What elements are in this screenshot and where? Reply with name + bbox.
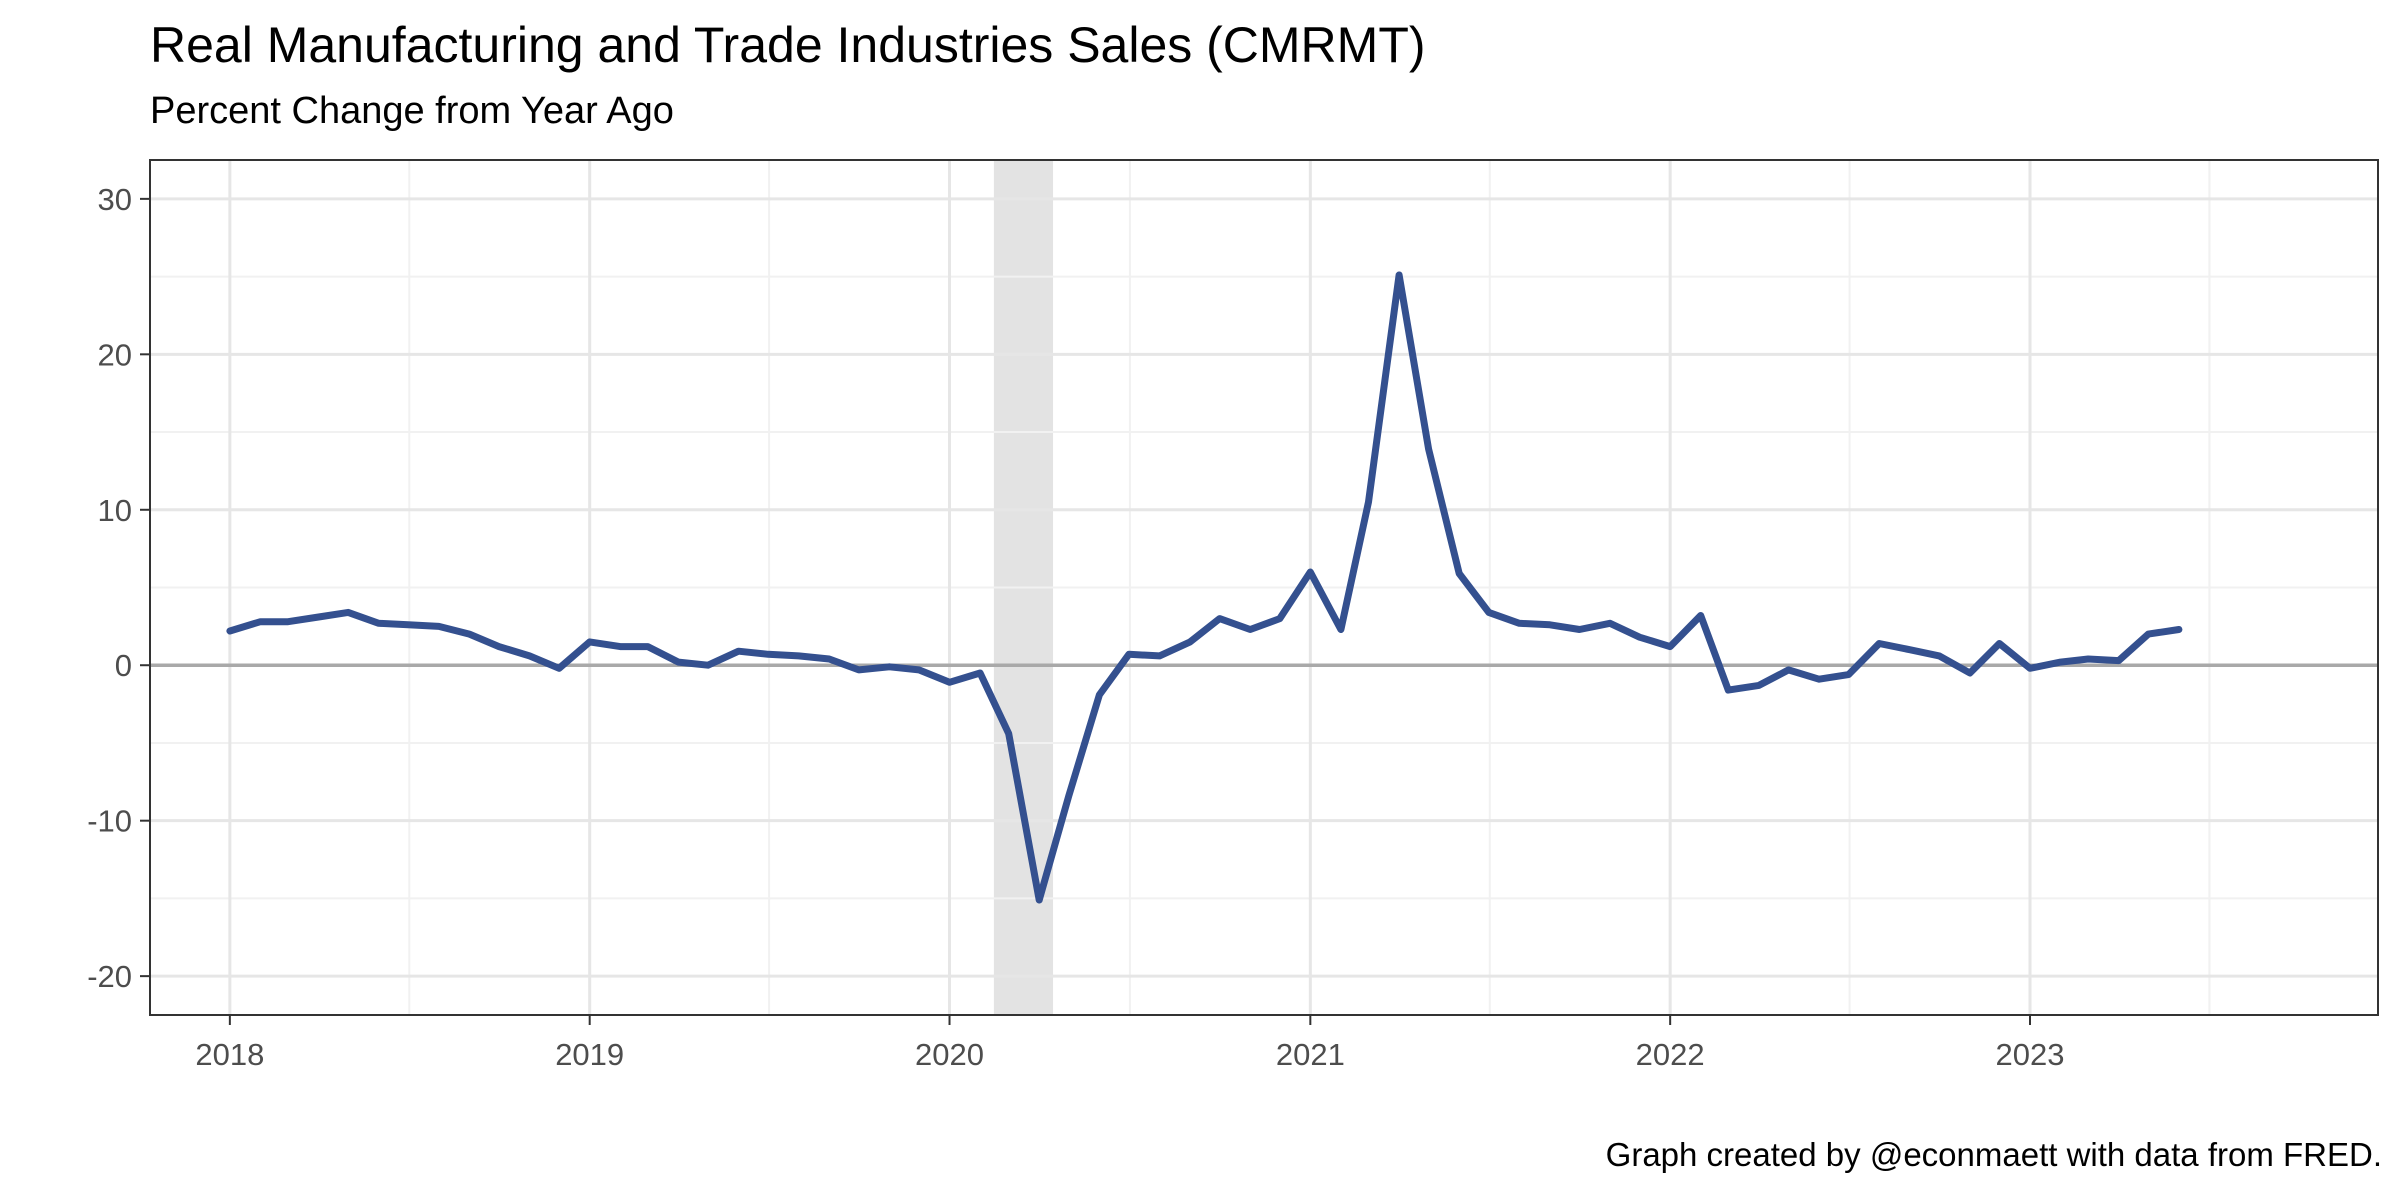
y-tick-label: 20 — [98, 337, 132, 372]
axis-layer: -20 -10 0 10 20 30 2018 2019 2020 2021 2022 2023 — [87, 182, 2064, 1072]
y-tick-label: -10 — [87, 804, 132, 839]
series-line — [226, 271, 2183, 904]
series-layer — [226, 271, 2183, 904]
x-tick-label: 2020 — [915, 1037, 984, 1072]
y-tick-label: 30 — [98, 182, 132, 217]
x-tick-label: 2023 — [1996, 1037, 2065, 1072]
chart-title: Real Manufacturing and Trade Industries … — [150, 17, 1426, 73]
y-tick-label: -20 — [87, 959, 132, 994]
plot-border — [149, 159, 2379, 1016]
y-tick-label: 10 — [98, 493, 132, 528]
x-tick-label: 2022 — [1636, 1037, 1705, 1072]
chart-caption: Graph created by @econmaett with data fr… — [1605, 1136, 2382, 1173]
x-tick-label: 2018 — [195, 1037, 264, 1072]
x-tick-label: 2019 — [555, 1037, 624, 1072]
grid-layer — [150, 160, 2378, 1015]
x-tick-label: 2021 — [1276, 1037, 1345, 1072]
y-tick-label: 0 — [115, 648, 132, 683]
chart-subtitle: Percent Change from Year Ago — [150, 90, 674, 132]
